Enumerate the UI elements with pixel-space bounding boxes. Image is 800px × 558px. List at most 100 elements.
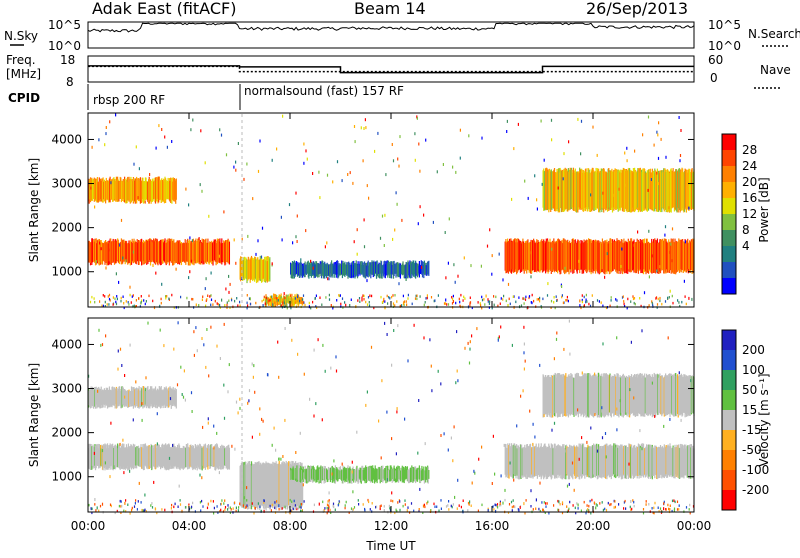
speckle-cell: [175, 267, 177, 271]
scatter-cell: [291, 500, 293, 503]
data-cell: [632, 447, 634, 475]
speckle-cell: [138, 167, 140, 171]
scatter-cell: [587, 508, 589, 511]
speckle-cell: [188, 203, 190, 207]
power-colorbar-label: Power [dB]: [757, 177, 771, 242]
data-cell: [159, 240, 161, 265]
scatter-cell: [234, 501, 236, 504]
data-cell: [295, 297, 297, 303]
speckle-cell: [516, 424, 518, 428]
speckle-cell: [522, 389, 524, 393]
data-cell: [339, 470, 341, 479]
nsearch-label: N.Search: [748, 27, 800, 41]
data-cell: [409, 262, 412, 279]
data-cell: [690, 376, 693, 415]
speckle-cell: [219, 128, 221, 132]
data-cell: [415, 262, 417, 276]
scatter-cell: [396, 510, 398, 513]
scatter-cell: [188, 503, 190, 506]
scatter-cell: [678, 301, 680, 304]
data-cell: [167, 238, 169, 263]
scatter-cell: [224, 499, 226, 502]
data-cell: [106, 387, 109, 409]
scatter-cell: [614, 500, 616, 503]
scatter-cell: [598, 300, 600, 303]
data-cell: [646, 444, 648, 476]
freq-label-line1: Freq.: [6, 53, 36, 67]
scatter-cell: [303, 500, 305, 503]
speckle-cell: [420, 265, 423, 269]
speckle-cell: [303, 372, 305, 376]
scatter-cell: [651, 300, 653, 303]
scatter-cell: [659, 296, 661, 300]
scatter-cell: [399, 500, 401, 503]
scatter-cell: [415, 294, 417, 298]
scatter-cell: [583, 295, 585, 299]
scatter-cell: [235, 506, 237, 509]
speckle-cell: [416, 116, 418, 120]
speckle-cell: [310, 259, 312, 263]
data-cell: [375, 261, 377, 274]
data-cell: [332, 467, 335, 479]
data-cell: [421, 468, 424, 481]
scatter-cell: [328, 501, 330, 505]
scatter-cell: [230, 508, 232, 511]
speckle-cell: [384, 306, 386, 310]
speckle-cell: [376, 260, 378, 264]
scatter-cell: [545, 505, 547, 508]
scatter-cell: [290, 509, 292, 512]
data-cell: [413, 467, 415, 480]
data-cell: [423, 260, 426, 275]
scatter-cell: [402, 504, 404, 508]
speckle-cell: [540, 119, 542, 123]
speckle-cell: [630, 340, 632, 344]
speckle-cell: [149, 173, 151, 176]
speckle-cell: [577, 408, 579, 412]
data-cell: [628, 443, 630, 478]
data-cell: [672, 376, 674, 416]
scatter-cell: [458, 504, 460, 507]
speckle-cell: [159, 304, 161, 308]
data-cell: [579, 376, 581, 414]
speckle-cell: [95, 260, 97, 264]
scatter-cell: [366, 303, 369, 306]
data-cell: [141, 447, 143, 469]
data-cell: [611, 171, 614, 213]
data-cell: [563, 374, 565, 417]
data-cell: [642, 242, 644, 274]
data-cell: [250, 259, 252, 280]
data-cell: [549, 377, 551, 418]
scatter-cell: [407, 293, 409, 297]
data-cell: [256, 257, 258, 282]
speckle-cell: [492, 434, 494, 438]
scatter-cell: [623, 507, 625, 510]
speckle-cell: [219, 357, 221, 360]
speckle-cell: [313, 348, 315, 352]
speckle-cell: [523, 351, 525, 355]
scatter-cell: [409, 511, 411, 514]
speckle-cell: [523, 502, 525, 506]
speckle-cell: [291, 338, 293, 342]
data-cell: [381, 466, 383, 482]
data-cell: [153, 448, 155, 467]
data-cell: [175, 178, 177, 200]
scatter-cell: [671, 294, 673, 298]
speckle-cell: [498, 335, 500, 339]
data-cell: [543, 445, 545, 480]
x-tick-label: 00:00: [71, 519, 106, 533]
data-cell: [290, 470, 292, 482]
data-cell: [361, 261, 363, 275]
data-cell: [337, 261, 339, 279]
speckle-cell: [590, 193, 592, 197]
data-cell: [248, 465, 250, 510]
scatter-cell: [610, 296, 612, 299]
x-tick-label: 00:00: [677, 519, 712, 533]
scatter-cell: [616, 299, 618, 302]
speckle-cell: [374, 149, 376, 153]
speckle-cell: [101, 343, 104, 347]
data-cell: [399, 263, 402, 279]
data-cell: [165, 445, 167, 471]
speckle-cell: [502, 278, 504, 282]
scatter-cell: [455, 301, 457, 305]
